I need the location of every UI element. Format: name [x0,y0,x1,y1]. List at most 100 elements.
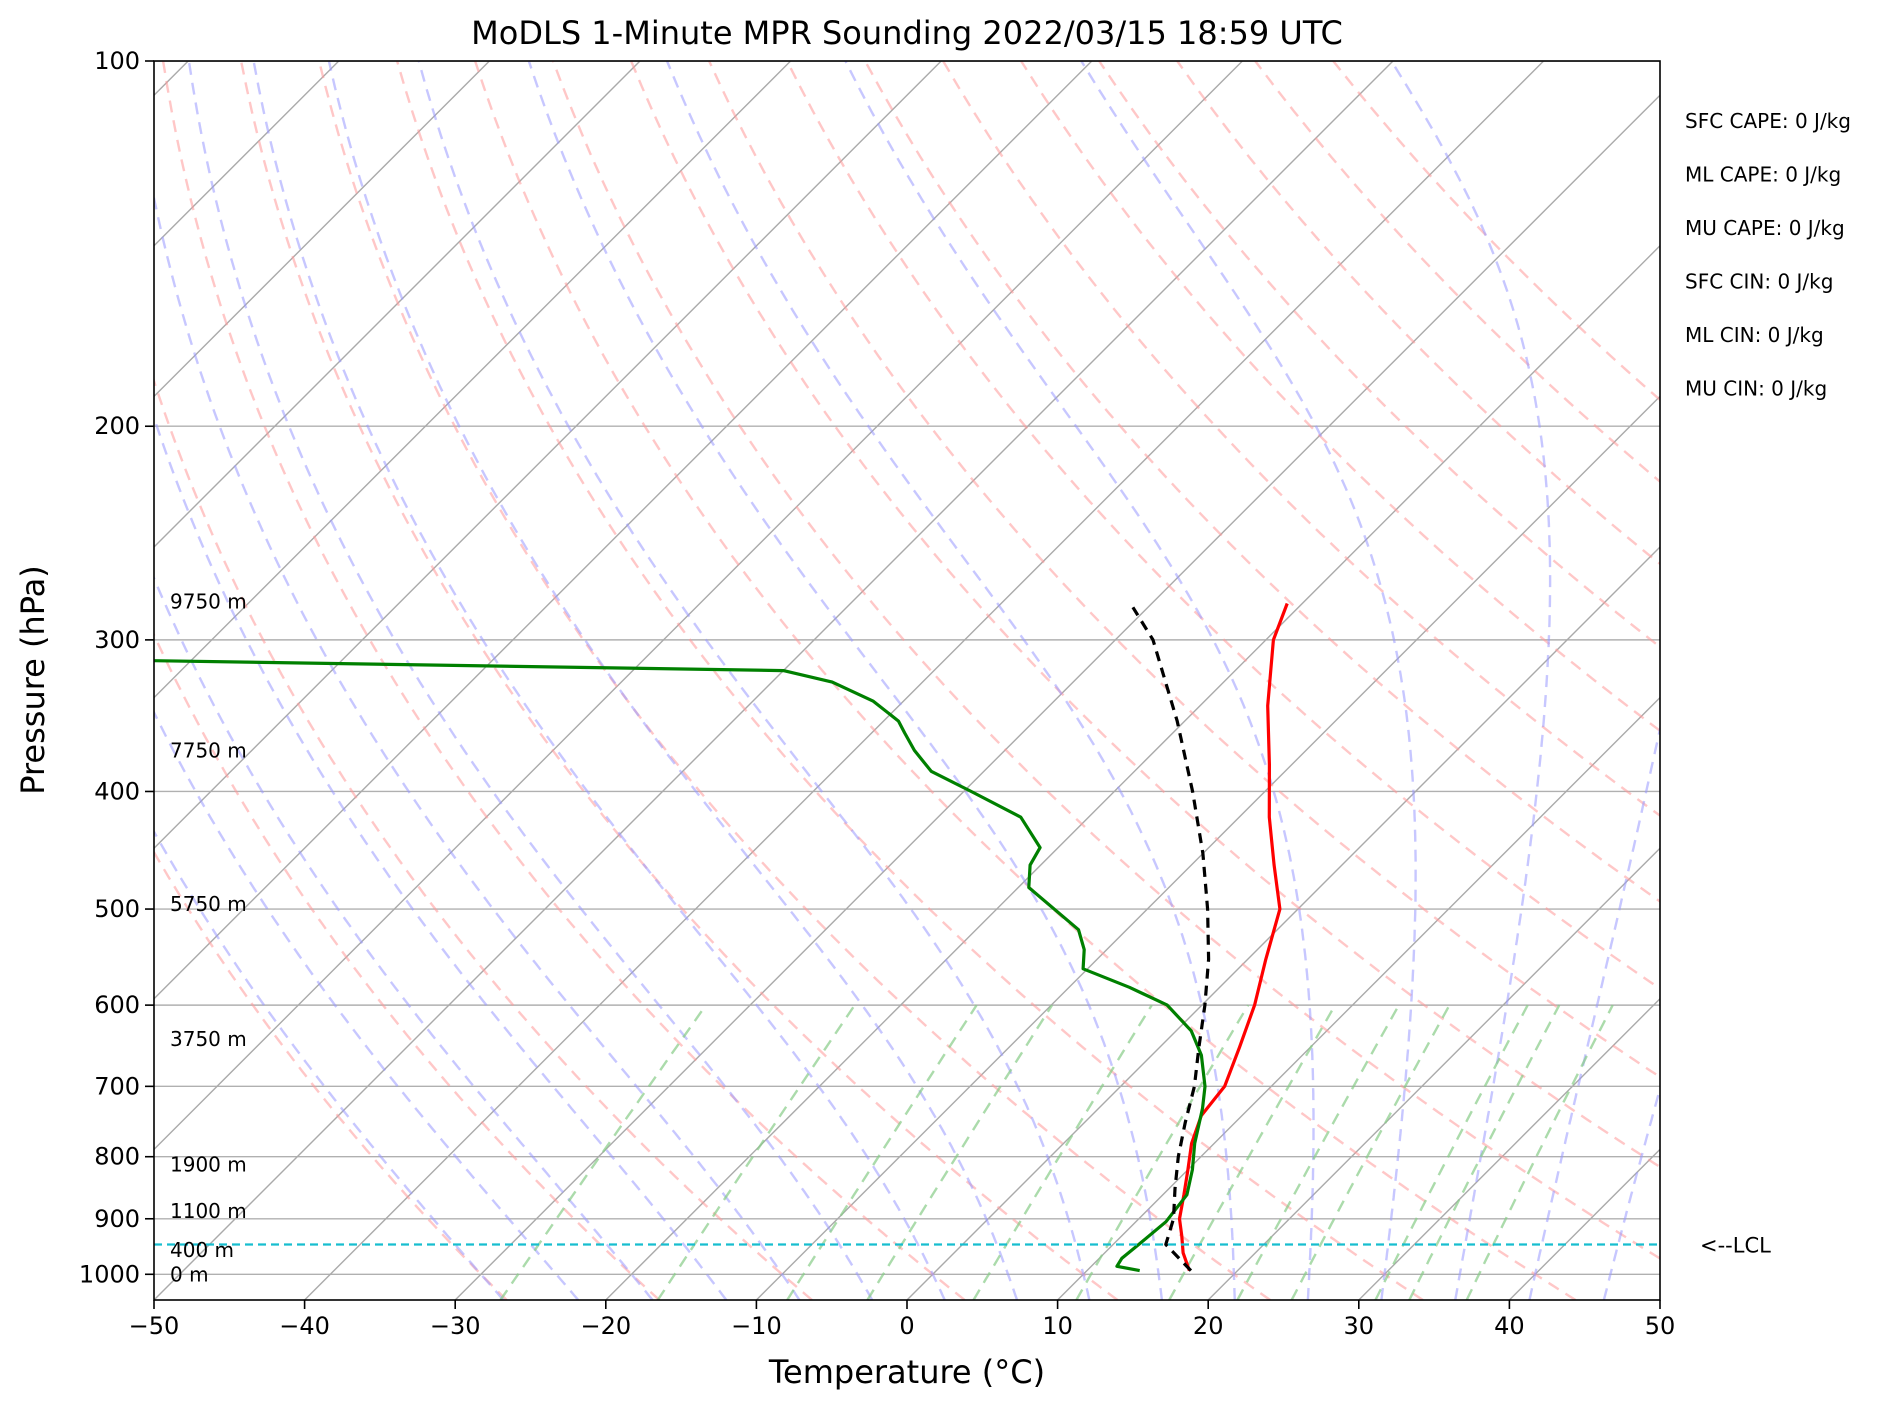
mixing-ratio-line [656,1004,856,1300]
mixing-ratio-line [1408,1004,1561,1300]
moist-adiabat [154,575,654,1300]
moist-adiabat [665,61,1236,1300]
y-tick-label: 900 [94,1205,140,1233]
temperature-line [1177,602,1289,1272]
y-tick-label: 600 [94,991,140,1019]
dry-adiabat [551,61,1660,1260]
moist-adiabat [154,709,580,1300]
mixing-ratio-line [1465,1004,1614,1300]
dry-adiabat [239,61,1119,1300]
mixing-ratio-line [1236,1004,1400,1300]
dry-adiabat [473,61,1577,1300]
x-tick-label: −10 [731,1312,782,1340]
dewpoint-line [154,659,1207,1273]
background-lines [154,61,1660,1300]
dry-adiabat [1098,61,1660,649]
isotherm-line [154,61,641,548]
mixing-ratio-line [786,1004,978,1300]
isotherm-line [454,94,1660,1300]
axis-ticks: −50 −40 −30 −20 −10 0 10 20 30 40 50 100 200 300 400 50… [79,47,1675,1340]
moist-adiabat [1602,1084,1660,1300]
dry-adiabat [317,61,1271,1300]
y-tick-label: 500 [94,895,140,923]
mixing-ratio-line [1290,1004,1451,1300]
moist-adiabat [327,61,1019,1300]
isotherm-line [154,61,490,398]
isotherm-line [154,61,1394,1300]
moist-adiabat [1080,61,1417,1300]
isotherm-line [1057,696,1660,1300]
moist-adiabat [527,61,1164,1300]
isotherm-line [154,61,942,850]
parcel-line [1131,606,1211,1272]
isotherm-line [154,61,792,699]
mixing-ratio-line [972,1004,1153,1300]
moist-adiabat [1390,61,1552,1300]
y-tick-label: 100 [94,47,140,75]
y-tick-label: 400 [94,777,140,805]
isotherm-line [304,61,1545,1300]
isotherm-line [906,546,1660,1300]
height-label: 3750 m [170,1027,247,1051]
index-label: SFC CAPE: 0 J/kg [1685,109,1851,133]
moist-adiabat [417,61,1091,1300]
data-lines [154,602,1660,1273]
x-axis-label: Temperature (°C) [768,1353,1045,1391]
y-tick-label: 800 [94,1143,140,1171]
dry-adiabat [864,61,1660,903]
x-tick-label: 0 [899,1312,914,1340]
isotherm-line [1659,1299,1660,1300]
isotherm-line [154,61,1243,1151]
x-tick-label: 30 [1344,1312,1375,1340]
chart-title: MoDLS 1-Minute MPR Sounding 2022/03/15 1… [471,14,1343,52]
moist-adiabat [154,829,505,1300]
mixing-ratio-line [1374,1004,1529,1300]
isotherm-line [1207,847,1660,1300]
dry-adiabat [942,61,1660,818]
mixing-ratio-line [1075,1004,1250,1300]
x-tick-label: 20 [1193,1312,1224,1340]
dry-adiabat [786,61,1660,991]
dry-adiabat [1020,61,1660,733]
index-label: MU CAPE: 0 J/kg [1685,216,1845,240]
moist-adiabat [1528,723,1660,1300]
dry-adiabat [708,61,1660,1079]
index-label: MU CIN: 0 J/kg [1685,377,1827,401]
dry-adiabat [161,61,966,1300]
x-tick-label: −30 [430,1312,481,1340]
y-tick-label: 200 [94,412,140,440]
index-label: ML CAPE: 0 J/kg [1685,163,1841,187]
height-label: 0 m [170,1262,209,1286]
height-label: 5750 m [170,892,247,916]
y-tick-label: 1000 [79,1260,140,1288]
mixing-ratio-line [866,1004,1054,1300]
x-tick-label: 50 [1645,1312,1676,1340]
height-label: 7750 m [170,738,247,762]
moist-adiabat [154,192,801,1300]
y-tick-label: 700 [94,1072,140,1100]
moist-adiabat [844,61,1315,1300]
height-label: 1100 m [170,1199,247,1223]
height-label: 1900 m [170,1153,247,1177]
lcl-label: <--LCL [1700,1233,1771,1257]
dry-adiabat [154,632,661,1300]
mixing-ratio-line [499,1004,707,1300]
y-axis-label: Pressure (hPa) [14,565,52,795]
index-label: SFC CIN: 0 J/kg [1685,270,1833,294]
moist-adiabat [187,61,874,1300]
isotherm-line [154,61,1093,1000]
isotherm-line [1358,997,1660,1300]
x-tick-label: 10 [1042,1312,1073,1340]
dry-adiabat [395,61,1424,1300]
x-tick-label: −40 [279,1312,330,1340]
isotherm-line [605,244,1660,1300]
height-label: 400 m [170,1238,234,1262]
moist-adiabat [154,413,728,1300]
y-tick-label: 300 [94,626,140,654]
x-tick-label: −20 [580,1312,631,1340]
index-label: ML CIN: 0 J/kg [1685,323,1824,347]
mixing-ratio-line [1168,1004,1337,1300]
x-tick-label: −50 [129,1312,180,1340]
